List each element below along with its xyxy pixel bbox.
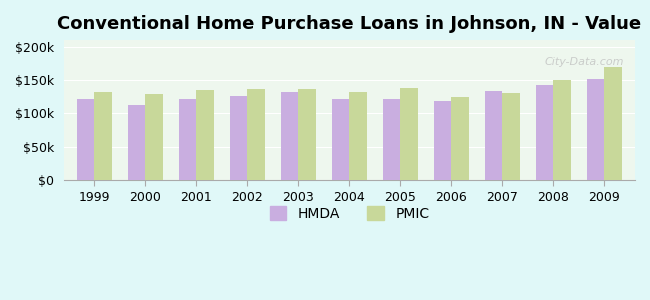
Bar: [484, 92, 502, 180]
Bar: [146, 94, 163, 180]
Bar: [179, 99, 196, 180]
Title: Conventional Home Purchase Loans in Johnson, IN - Value: Conventional Home Purchase Loans in John…: [57, 15, 642, 33]
Bar: [281, 92, 298, 180]
Bar: [586, 80, 605, 180]
Bar: [298, 89, 317, 180]
Bar: [94, 92, 112, 180]
Bar: [383, 100, 400, 180]
Bar: [553, 80, 571, 180]
Bar: [604, 67, 622, 180]
Bar: [350, 92, 367, 180]
Bar: [127, 106, 146, 180]
Bar: [502, 93, 520, 180]
Bar: [248, 89, 265, 180]
Bar: [434, 101, 451, 180]
Bar: [77, 99, 94, 180]
Text: City-Data.com: City-Data.com: [544, 57, 623, 67]
Bar: [536, 85, 553, 180]
Bar: [196, 90, 214, 180]
Legend: HMDA, PMIC: HMDA, PMIC: [264, 200, 435, 226]
Bar: [451, 97, 469, 180]
Bar: [229, 96, 248, 180]
Bar: [400, 88, 418, 180]
Bar: [332, 99, 350, 180]
